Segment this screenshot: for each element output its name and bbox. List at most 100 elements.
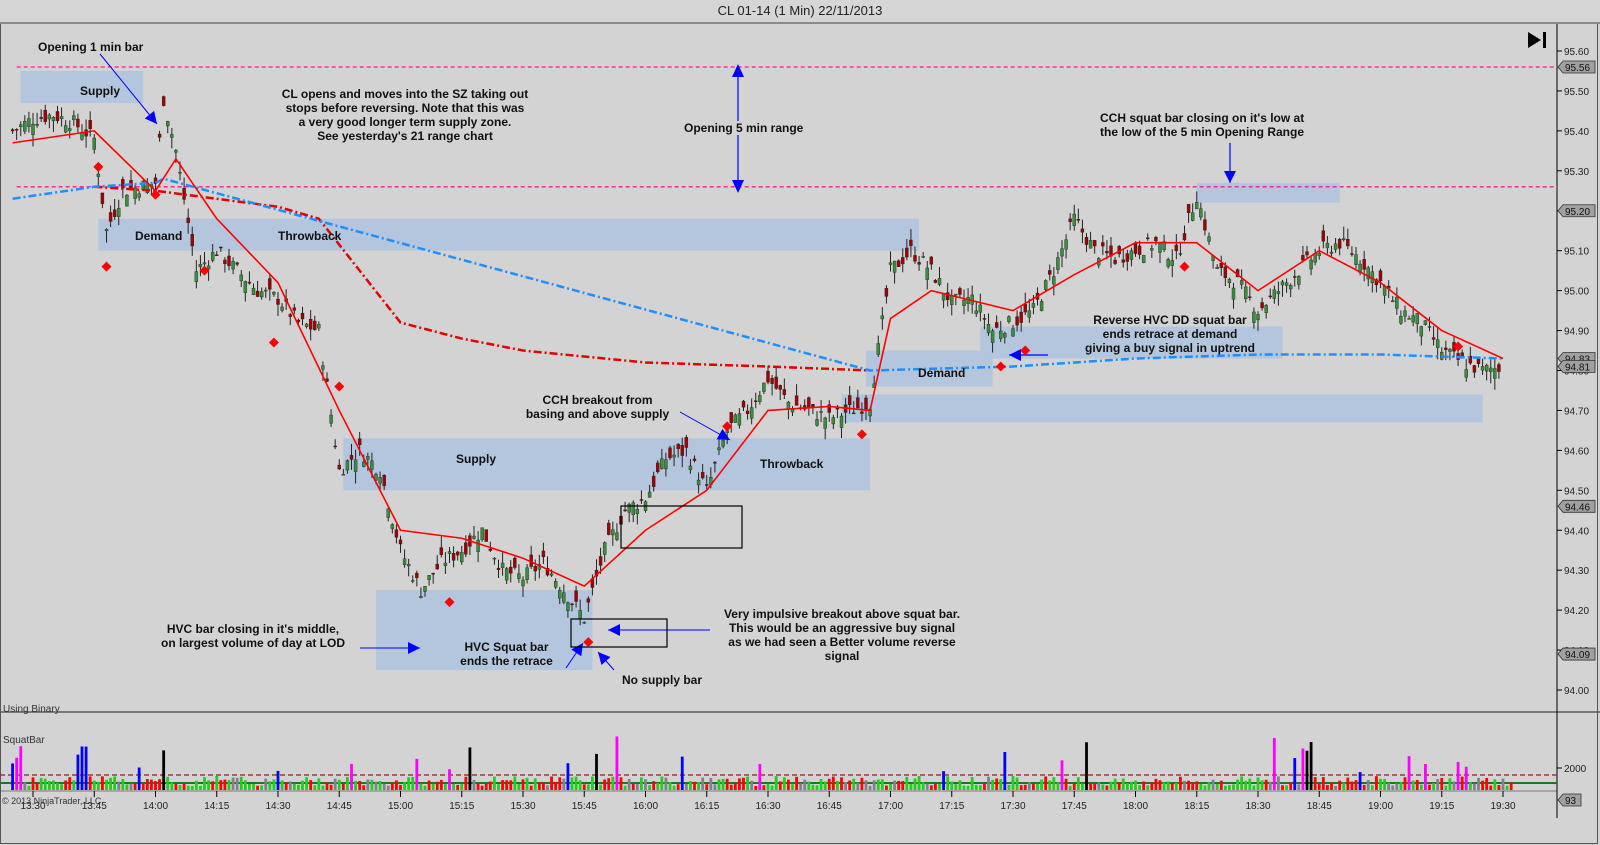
volume-bar	[84, 746, 88, 790]
candle-body	[464, 542, 468, 555]
candle-body	[39, 117, 43, 119]
volume-bar	[876, 779, 880, 790]
candle-body	[231, 261, 235, 270]
arrow-icon	[608, 624, 620, 636]
candle-body	[247, 281, 252, 284]
volume-bar	[1150, 782, 1154, 790]
volume-bar	[47, 780, 51, 790]
volume-bar	[929, 785, 933, 790]
candle-body	[439, 547, 444, 555]
svg-text:93: 93	[1565, 796, 1577, 807]
volume-bar	[68, 777, 72, 790]
volume-bar	[350, 763, 353, 790]
candle-body	[627, 503, 631, 513]
volume-bar	[1501, 778, 1505, 790]
candle-body	[1195, 202, 1199, 210]
volume-bar	[889, 783, 892, 790]
candle-body	[1329, 251, 1334, 254]
price-marker	[1557, 204, 1596, 218]
price-marker	[1557, 60, 1596, 74]
annotation-line: This would be an aggressive buy signal	[728, 621, 956, 635]
volume-bar	[223, 779, 227, 790]
candle-body	[1076, 219, 1081, 221]
candle-body	[1350, 253, 1354, 255]
candle-body	[68, 128, 72, 131]
candle-body	[476, 539, 480, 552]
candle-body	[1293, 276, 1297, 278]
volume-bar	[182, 783, 186, 790]
svg-text:94.81: 94.81	[1565, 363, 1590, 374]
candle-body	[1039, 301, 1044, 311]
candle-body	[1101, 242, 1105, 247]
volume-bar	[297, 784, 300, 790]
volume-bar	[129, 783, 133, 790]
svg-text:94.46: 94.46	[1565, 502, 1590, 513]
volume-bar	[1044, 776, 1048, 790]
candle-body	[647, 491, 652, 498]
volume-bar	[1244, 780, 1248, 790]
volume-bar	[554, 781, 558, 790]
volume-bar	[1481, 780, 1484, 790]
signal-diamond-icon	[583, 637, 594, 648]
candle-body	[300, 312, 305, 320]
volume-bar	[1072, 783, 1076, 790]
volume-bar	[1076, 777, 1080, 790]
candle-body	[88, 120, 92, 130]
volume-bar	[231, 777, 235, 790]
volume-bar	[407, 777, 411, 790]
candle-body	[55, 111, 60, 121]
volume-bar	[1032, 783, 1035, 790]
candle-body	[402, 558, 407, 565]
candle-body	[1105, 251, 1109, 254]
volume-bar	[672, 785, 676, 790]
candle-body	[758, 395, 762, 402]
candle-body	[1276, 291, 1281, 295]
volume-bar	[1248, 778, 1252, 790]
skip-to-end-icon[interactable]	[1527, 30, 1549, 50]
price-marker	[1557, 647, 1596, 661]
candle-body	[741, 400, 746, 408]
candle-body	[945, 292, 950, 301]
volume-bar	[1387, 782, 1391, 790]
candle-body	[1472, 365, 1477, 373]
candle-body	[1346, 238, 1350, 247]
candle-body	[909, 239, 913, 246]
volume-bar	[697, 782, 700, 790]
volume-bar	[1158, 780, 1162, 790]
signal-diamond-icon	[1179, 261, 1190, 272]
volume-bar	[1395, 783, 1399, 790]
volume-bar	[1460, 776, 1464, 790]
volume-bar	[758, 764, 762, 790]
volume-bar	[709, 777, 713, 790]
candle-body	[1182, 233, 1187, 241]
volume-bar	[1281, 785, 1284, 790]
volume-bar	[844, 781, 847, 790]
volume-bar	[603, 779, 607, 790]
candle-body	[190, 234, 194, 247]
price-chart[interactable]: 95.60 95.50 95.40 95.30 95.20 95.10 95.00 94.90…	[0, 24, 1600, 845]
volume-bar	[1183, 780, 1186, 790]
volume-bar	[1440, 777, 1444, 790]
candle-body	[660, 458, 664, 469]
volume-bar	[946, 776, 950, 790]
volume-bar	[746, 776, 749, 790]
candle-body	[206, 265, 211, 270]
volume-bar	[815, 785, 819, 790]
candle-body	[574, 590, 578, 602]
candle-body	[264, 289, 268, 292]
volume-bar	[1428, 784, 1431, 790]
time-tick-label: 18:00	[1123, 801, 1148, 812]
volume-bar	[215, 776, 219, 790]
volume-bar	[909, 784, 913, 790]
candle-body	[1007, 316, 1011, 322]
volume-bar	[1326, 785, 1329, 790]
time-tick-label: 16:30	[755, 801, 780, 812]
candle-body	[194, 271, 199, 282]
volume-bar	[1399, 781, 1403, 790]
volume-bar	[958, 780, 962, 790]
volume-bar	[1330, 782, 1333, 790]
volume-bar	[1142, 781, 1146, 790]
volume-bar	[1391, 785, 1395, 790]
candle-body	[219, 246, 223, 249]
volume-bar	[701, 777, 705, 790]
